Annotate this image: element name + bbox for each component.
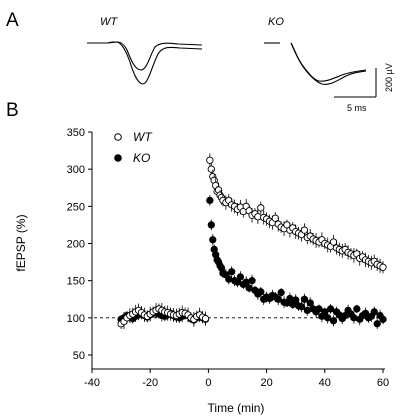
legend-ko-marker [114,154,122,162]
legend-wt-label: WT [133,130,153,144]
ko-point [242,278,250,286]
x-tick-label: 20 [260,377,272,389]
y-tick-label: 250 [67,201,85,213]
ko-point [209,236,217,244]
ko-point [225,275,233,283]
ko-point [286,294,294,303]
x-axis-title: Time (min) [208,401,265,415]
ko-trace-1 [290,42,367,82]
wt-point [271,214,279,222]
wt-point [207,165,215,173]
ko-point [324,314,332,322]
wt-point [201,314,210,323]
y-axis-title: fEPSP (%) [14,214,28,271]
legend-wt-marker [114,133,122,141]
wt-point [329,238,338,246]
y-tick-label: 350 [67,127,85,139]
ko-point [297,303,306,311]
x-tick-label: 0 [205,377,211,389]
ko-point [207,221,215,229]
wt-point [206,156,214,164]
wt-point [257,204,265,212]
wt-point [254,213,262,221]
x-tick-label: 40 [319,377,331,389]
wt-trace-1 [87,41,203,71]
x-tick-label: -20 [142,377,158,389]
wt-point [300,226,309,234]
ko-trace-label: KO [268,16,284,28]
panel-a-label: A [6,10,19,31]
x-tick-label: -40 [84,377,100,389]
ko-point [274,295,282,303]
ko-point [300,295,309,303]
wt-point [379,263,387,271]
ko-point [326,305,335,313]
y-tick-label: 50 [73,350,85,362]
ko-point [315,305,323,313]
x-tick-label: 60 [377,377,389,389]
ko-point [373,320,381,328]
y-tick-label: 100 [67,313,85,325]
ko-point [277,288,285,297]
y-tick-label: 300 [67,164,85,176]
ko-point [303,306,311,315]
y-tick-label: 200 [67,239,85,251]
chart-area: 50 100 150 200 250 300 350 -40 -20 0 20 40 60 [67,127,389,389]
ko-trace-2 [290,42,367,85]
ko-point [306,299,314,307]
ko-point [236,273,245,281]
wt-traces [87,41,203,85]
legend: WT KO [114,130,153,165]
ko-traces [264,42,367,85]
ko-point [292,296,300,304]
wt-trace-label: WT [100,16,118,28]
ko-point [379,315,387,323]
ko-point [329,317,338,325]
wt-trace-2 [107,41,203,85]
ko-point [248,277,256,285]
ko-point [228,268,236,276]
scale-bar [334,68,377,98]
panel-b-label: B [6,100,19,121]
ko-point [353,305,361,313]
ko-point [321,308,329,316]
y-tick-label: 150 [67,276,85,288]
ko-point [370,308,378,316]
ko-point [257,288,265,296]
ko-point [350,314,358,322]
ko-point [206,196,214,205]
scale-amplitude-label: 200 µV [384,63,394,92]
scale-time-label: 5 ms [347,103,367,113]
legend-ko-label: KO [133,151,150,165]
